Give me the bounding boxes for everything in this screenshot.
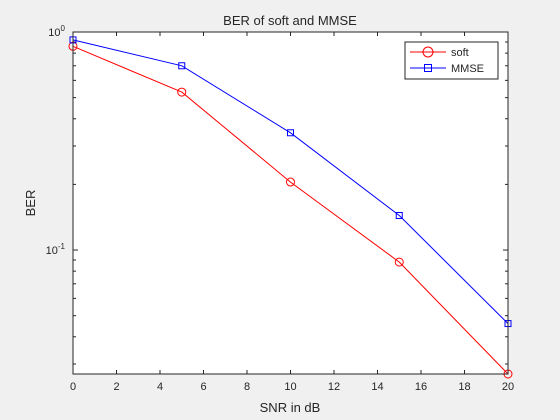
x-tick-label: 20 [502, 381, 514, 393]
y-tick-labels: 100 10-1 [46, 24, 66, 257]
data-point-soft [177, 87, 187, 97]
x-tick-label: 2 [113, 381, 119, 393]
x-axis-label: SNR in dB [260, 400, 321, 415]
x-tick-label: 4 [157, 381, 163, 393]
x-tick-label: 16 [415, 381, 427, 393]
legend-box [404, 41, 499, 80]
y-tick-label: 10-1 [46, 242, 66, 257]
x-tick-label: 14 [371, 381, 383, 393]
legend-label-soft: soft [451, 47, 469, 59]
legend-label-mmse: MMSE [451, 63, 484, 75]
y-tick-label: 100 [48, 24, 65, 39]
x-tick-label: 8 [244, 381, 250, 393]
data-point-soft [394, 257, 404, 267]
data-point-mmse [178, 62, 186, 70]
data-point-mmse [287, 129, 294, 137]
x-tick-label: 12 [328, 381, 340, 393]
x-tick-label: 0 [70, 381, 76, 393]
series-line-mmse [72, 39, 509, 324]
axes-box [72, 31, 509, 375]
series-line-soft [72, 45, 509, 375]
chart-title: BER of soft and MMSE [223, 13, 357, 28]
x-tick-labels: 0 2 4 6 8 10 12 14 16 18 20 [70, 381, 514, 393]
legend-marker-mmse [424, 64, 432, 72]
x-tick-label: 18 [458, 381, 470, 393]
data-point-soft [286, 177, 295, 187]
plot-area [73, 32, 508, 374]
x-tick-label: 10 [284, 381, 296, 393]
data-point-mmse [395, 211, 403, 219]
y-axis-label: BER [23, 190, 38, 217]
legend: soft MMSE [404, 41, 499, 80]
x-tick-label: 6 [200, 381, 206, 393]
legend-marker-soft [422, 46, 434, 58]
series-layer [68, 36, 513, 379]
